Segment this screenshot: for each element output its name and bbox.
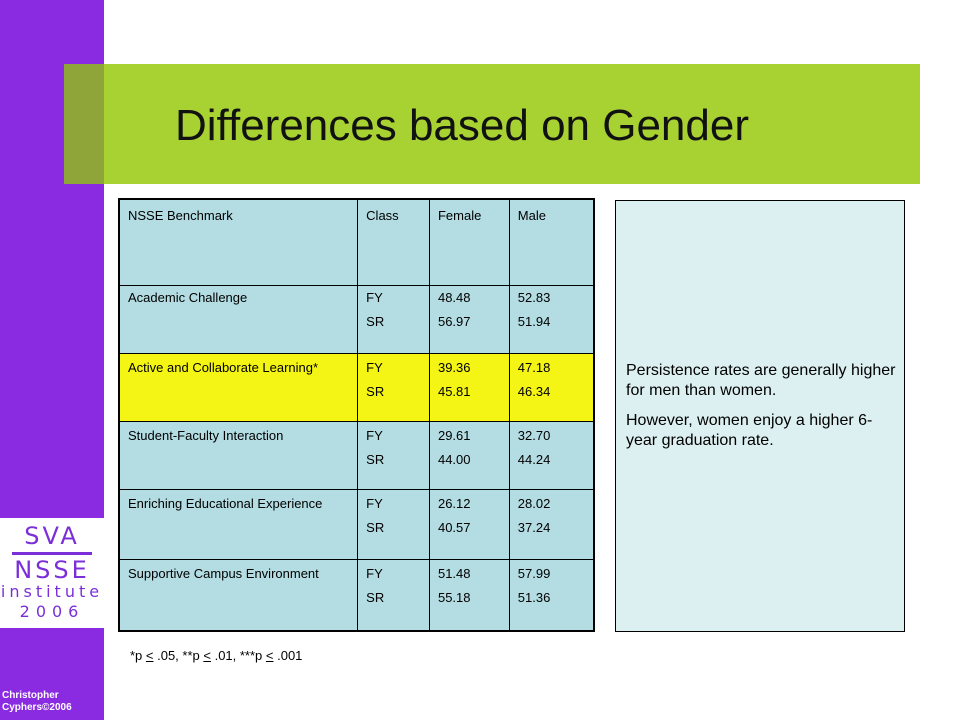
title-band-shadow (64, 64, 104, 184)
table-row: Supportive Campus Environment FY SR 51.48… (118, 558, 595, 632)
cell-benchmark: Student-Faculty Interaction (118, 420, 359, 490)
cell-male: 28.02 37.24 (508, 488, 595, 560)
note-paragraph-persistence: Persistence rates are generally higher f… (626, 362, 896, 399)
title-band (64, 64, 920, 184)
table-header-row: NSSE Benchmark Class Female Male (118, 198, 595, 286)
cell-female: 26.12 40.57 (428, 488, 510, 560)
note-paragraph-graduation: However, women enjoy a higher 6-year gra… (626, 412, 873, 449)
cell-benchmark: Academic Challenge (118, 284, 359, 354)
cell-class: FY SR (357, 488, 430, 560)
table-row-highlighted: Active and Collaborate Learning* FY SR 39… (118, 352, 595, 422)
cell-class: FY SR (357, 420, 430, 490)
cell-male: 32.70 44.24 (508, 420, 595, 490)
cell-female: 29.61 44.00 (428, 420, 510, 490)
cell-class: FY SR (357, 558, 430, 632)
note-text: Persistence rates are generally higher f… (626, 361, 898, 461)
logo-line-sva: SVA (24, 522, 80, 550)
cell-benchmark: Enriching Educational Experience (118, 488, 359, 560)
table-row: Student-Faculty Interaction FY SR 29.61 44… (118, 420, 595, 490)
table-row: Academic Challenge FY SR 48.48 56.97 52.83… (118, 284, 595, 354)
author-credit: Christopher Cyphers©2006 (2, 690, 72, 713)
header-class: Class (357, 198, 430, 286)
cell-female: 51.48 55.18 (428, 558, 510, 632)
cell-class: FY SR (357, 284, 430, 354)
sva-nsse-logo: SVA NSSE institute 2006 (0, 518, 104, 628)
cell-female: 48.48 56.97 (428, 284, 510, 354)
significance-footnote: *p < .05, **p < .01, ***p < .001 (130, 648, 303, 663)
header-female: Female (428, 198, 510, 286)
cell-male: 47.18 46.34 (508, 352, 595, 422)
logo-line-institute: institute (0, 582, 104, 601)
slide-title: Differences based on Gender (175, 101, 749, 150)
cell-male: 57.99 51.36 (508, 558, 595, 632)
header-benchmark: NSSE Benchmark (118, 198, 359, 286)
cell-benchmark: Supportive Campus Environment (118, 558, 359, 632)
persistence-note-box: Persistence rates are generally higher f… (615, 200, 905, 632)
logo-line-year: 2006 (19, 602, 85, 621)
cell-male: 52.83 51.94 (508, 284, 595, 354)
benchmark-table: NSSE Benchmark Class Female Male Academi… (118, 198, 595, 632)
logo-line-nsse: NSSE (14, 556, 90, 584)
cell-benchmark: Active and Collaborate Learning* (118, 352, 359, 422)
cell-class: FY SR (357, 352, 430, 422)
header-male: Male (508, 198, 595, 286)
logo-divider (12, 552, 92, 555)
cell-female: 39.36 45.81 (428, 352, 510, 422)
table-row: Enriching Educational Experience FY SR 26… (118, 488, 595, 560)
